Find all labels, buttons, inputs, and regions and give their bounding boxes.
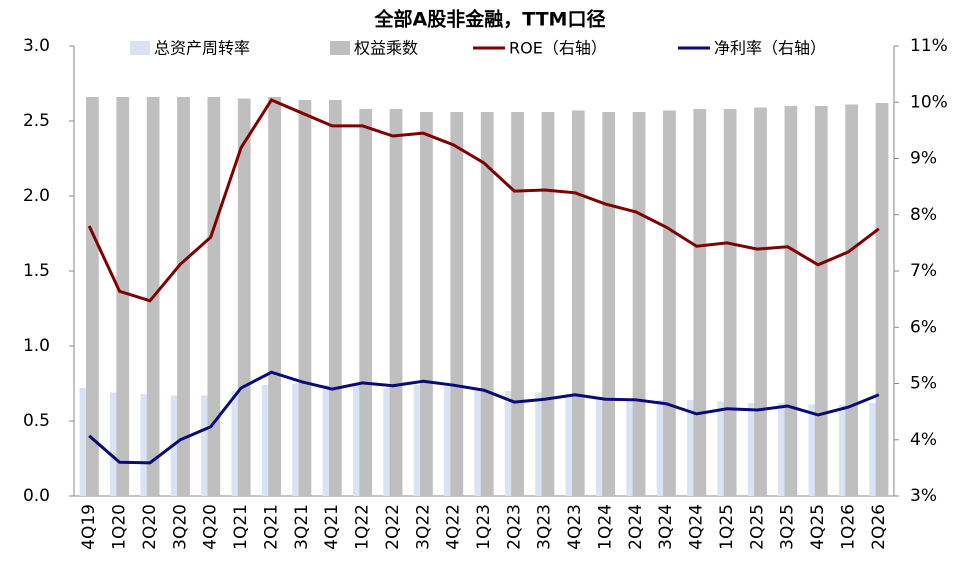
bar <box>177 97 190 496</box>
bar <box>845 104 859 496</box>
bar <box>663 110 676 496</box>
x-tick-label: 1Q21 <box>231 504 251 550</box>
x-tick-label: 1Q25 <box>717 504 737 550</box>
bar <box>389 109 403 496</box>
bar <box>298 100 312 496</box>
y2-tick-label: 8% <box>910 205 937 225</box>
y2-tick-label: 11% <box>910 36 948 56</box>
legend-swatch <box>330 41 350 55</box>
x-tick-label: 2Q26 <box>869 504 889 550</box>
legend-swatch <box>130 41 150 55</box>
line <box>88 370 880 465</box>
y-tick-label: 3.0 <box>23 36 50 56</box>
y-tick-label: 1.5 <box>23 261 50 281</box>
bar <box>875 103 889 496</box>
x-tick-label: 3Q25 <box>778 504 798 550</box>
x-tick-label: 2Q20 <box>140 504 160 550</box>
x-tick-label: 4Q19 <box>79 504 99 550</box>
y2-tick-label: 5% <box>910 374 937 394</box>
bar <box>328 100 342 496</box>
bar <box>511 112 524 496</box>
x-tick-label: 4Q21 <box>322 504 342 550</box>
bar <box>359 109 373 496</box>
x-tick-label: 4Q23 <box>565 504 585 550</box>
y2-tick-label: 4% <box>910 430 937 450</box>
x-tick-label: 4Q22 <box>444 504 464 550</box>
legend-label: 权益乘数 <box>354 39 418 58</box>
x-tick-label: 1Q23 <box>474 504 494 550</box>
y-tick-label: 1.0 <box>23 336 50 356</box>
x-tick-label: 2Q25 <box>747 504 767 550</box>
y2-tick-label: 9% <box>910 149 937 169</box>
x-tick-label: 3Q20 <box>170 504 190 550</box>
bar <box>268 97 281 496</box>
legend-label: 总资产周转率 <box>154 39 250 58</box>
y2-tick-label: 10% <box>910 92 948 112</box>
x-tick-label: 1Q20 <box>110 504 130 550</box>
x-tick-label: 2Q24 <box>626 504 646 550</box>
bar <box>814 106 828 496</box>
bar <box>85 97 99 496</box>
x-tick-label: 2Q23 <box>504 504 524 550</box>
bar <box>754 107 767 496</box>
x-tick-label: 4Q25 <box>808 504 828 550</box>
bar <box>480 112 494 496</box>
bar <box>784 106 798 496</box>
x-tick-label: 2Q22 <box>383 504 403 550</box>
bar <box>541 112 555 496</box>
bar <box>693 109 707 496</box>
line <box>87 98 880 303</box>
legend-label: ROE（右轴） <box>509 39 607 58</box>
x-tick-label: 1Q26 <box>838 504 858 550</box>
x-tick-label: 4Q20 <box>201 504 221 550</box>
y2-tick-label: 7% <box>910 261 937 281</box>
y-tick-label: 0.0 <box>23 486 50 506</box>
bar <box>723 109 737 496</box>
bar <box>450 112 464 496</box>
x-tick-label: 3Q24 <box>656 504 676 550</box>
x-tick-label: 3Q21 <box>292 504 312 550</box>
legend-label: 净利率（右轴） <box>714 39 826 58</box>
y2-tick-label: 6% <box>910 317 937 337</box>
x-tick-label: 4Q24 <box>687 504 707 550</box>
bar <box>116 97 130 496</box>
x-tick-label: 3Q22 <box>413 504 433 550</box>
x-tick-label: 3Q23 <box>535 504 555 550</box>
x-tick-label: 1Q24 <box>595 504 615 550</box>
y-tick-label: 2.0 <box>23 186 50 206</box>
x-tick-label: 1Q22 <box>353 504 373 550</box>
bar <box>632 112 646 496</box>
bar <box>602 112 616 496</box>
x-tick-label: 2Q21 <box>261 504 281 550</box>
bar <box>207 97 221 496</box>
bar <box>237 98 251 496</box>
bar <box>420 112 433 496</box>
y-tick-label: 0.5 <box>23 411 50 431</box>
y-tick-label: 2.5 <box>23 111 50 131</box>
chart-title: 全部A股非金融，TTM口径 <box>374 8 606 31</box>
bar <box>571 110 585 496</box>
y2-tick-label: 3% <box>910 486 937 506</box>
